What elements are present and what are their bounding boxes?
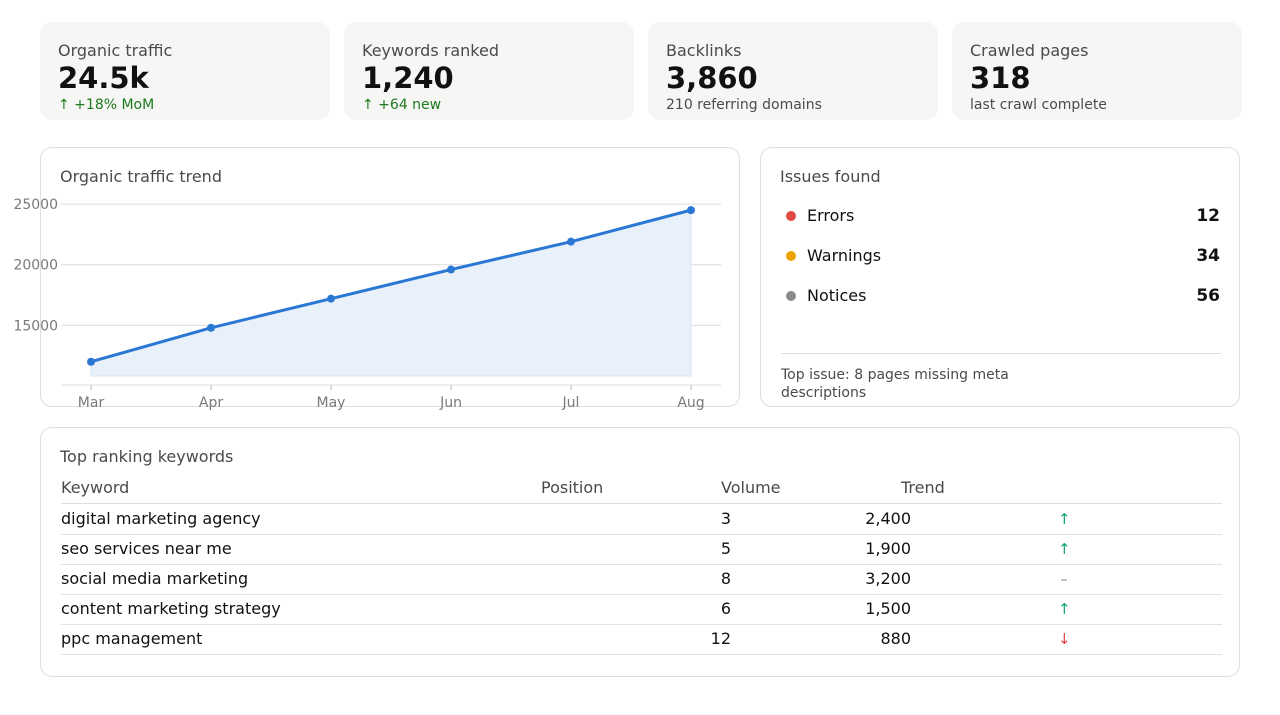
stat-subtext: ↑ +18% MoM [58, 97, 155, 113]
y-tick-label: 25000 [13, 197, 58, 213]
warning-dot-icon [786, 251, 796, 261]
column-header-volume[interactable]: Volume [721, 478, 781, 497]
table-row[interactable]: ppc management 12 880 ↓ [61, 625, 1222, 655]
issue-row-notices[interactable]: Notices 56 [781, 285, 1221, 307]
stat-card-keywords-ranked: Keywords ranked 1,240 ↑ +64 new [344, 22, 634, 120]
position-cell: 3 [720, 509, 731, 528]
stat-label: Crawled pages [970, 41, 1089, 60]
table-row[interactable]: social media marketing 8 3,200 – [61, 565, 1222, 595]
trend-up-icon: ↑ [1058, 540, 1071, 558]
x-tick-label: Jul [562, 395, 580, 411]
keyword-cell: seo services near me [61, 539, 232, 558]
keyword-cell: digital marketing agency [61, 509, 261, 528]
volume-cell: 3,200 [865, 569, 911, 588]
stat-label: Organic traffic [58, 41, 173, 60]
data-point [207, 323, 215, 332]
x-tick-label: Jun [439, 395, 462, 411]
x-tick-label: Apr [199, 395, 223, 411]
stat-card-backlinks: Backlinks 3,860 210 referring domains [648, 22, 938, 120]
stat-value: 3,860 [666, 61, 758, 95]
keyword-cell: ppc management [61, 629, 203, 648]
header-divider [61, 503, 1222, 504]
trend-flat-icon: – [1060, 570, 1068, 588]
keyword-cell: social media marketing [61, 569, 249, 588]
error-dot-icon [786, 211, 796, 221]
top-ranking-keywords-card: Top ranking keywords Keyword Position Vo… [40, 427, 1240, 677]
stat-label: Backlinks [666, 41, 742, 60]
trend-up-icon: ↑ [1058, 600, 1071, 618]
stat-subtext: ↑ +64 new [362, 97, 442, 113]
x-tick-label: Aug [677, 395, 704, 411]
volume-cell: 1,900 [865, 539, 911, 558]
column-header-trend[interactable]: Trend [901, 478, 945, 497]
position-cell: 6 [720, 599, 731, 618]
column-header-keyword[interactable]: Keyword [61, 478, 130, 497]
y-tick-label: 15000 [13, 318, 58, 334]
volume-cell: 880 [880, 629, 911, 648]
issue-row-errors[interactable]: Errors 12 [781, 205, 1221, 227]
stat-card-crawled-pages: Crawled pages 318 last crawl complete [952, 22, 1242, 120]
column-header-position[interactable]: Position [541, 478, 604, 497]
table-row[interactable]: digital marketing agency 3 2,400 ↑ [61, 505, 1222, 535]
stat-subtext: last crawl complete [970, 97, 1107, 113]
traffic-trend-chart: 15000 20000 25000 Mar Apr May Jun Jul Aug [13, 197, 721, 411]
stat-value: 1,240 [362, 61, 454, 95]
position-cell: 5 [720, 539, 731, 558]
table-row[interactable]: content marketing strategy 6 1,500 ↑ [61, 595, 1222, 625]
notice-dot-icon [786, 291, 796, 301]
stat-value: 318 [970, 61, 1031, 95]
issue-count: 56 [1196, 286, 1220, 306]
keywords-title: Top ranking keywords [60, 447, 234, 466]
stat-card-organic-traffic: Organic traffic 24.5k ↑ +18% MoM [40, 22, 330, 120]
x-tick-label: Mar [78, 395, 105, 411]
table-row[interactable]: seo services near me 5 1,900 ↑ [61, 535, 1222, 565]
keyword-cell: content marketing strategy [61, 599, 281, 618]
trend-down-icon: ↓ [1058, 630, 1071, 648]
stat-value: 24.5k [58, 61, 149, 95]
stat-label: Keywords ranked [362, 41, 499, 60]
chart-title: Organic traffic trend [60, 167, 222, 186]
data-point [87, 357, 95, 366]
top-issue-note: Top issue: 8 pages missing meta descript… [781, 367, 1009, 401]
divider [781, 353, 1221, 354]
volume-cell: 2,400 [865, 509, 911, 528]
data-point [567, 237, 575, 246]
traffic-line [90, 208, 692, 364]
position-cell: 12 [710, 629, 731, 648]
stat-subtext: 210 referring domains [666, 97, 822, 113]
position-cell: 8 [720, 569, 731, 588]
issues-found-card: Issues found Errors 12 Warnings 34 Notic… [760, 147, 1240, 407]
issues-title: Issues found [780, 167, 881, 186]
issue-row-warnings[interactable]: Warnings 34 [781, 245, 1221, 267]
organic-traffic-trend-card: Organic traffic trend 15000 20000 25000 Mar… [13, 147, 740, 411]
issue-label: Notices [807, 286, 867, 305]
issue-count: 34 [1196, 246, 1220, 266]
x-tick-label: May [317, 395, 346, 411]
data-point [687, 206, 695, 215]
volume-cell: 1,500 [865, 599, 911, 618]
issue-label: Warnings [807, 246, 882, 265]
issue-label: Errors [807, 206, 855, 225]
data-point [447, 265, 455, 274]
data-point [327, 294, 335, 303]
trend-up-icon: ↑ [1058, 510, 1071, 528]
y-tick-label: 20000 [13, 258, 58, 274]
issue-count: 12 [1196, 206, 1220, 226]
